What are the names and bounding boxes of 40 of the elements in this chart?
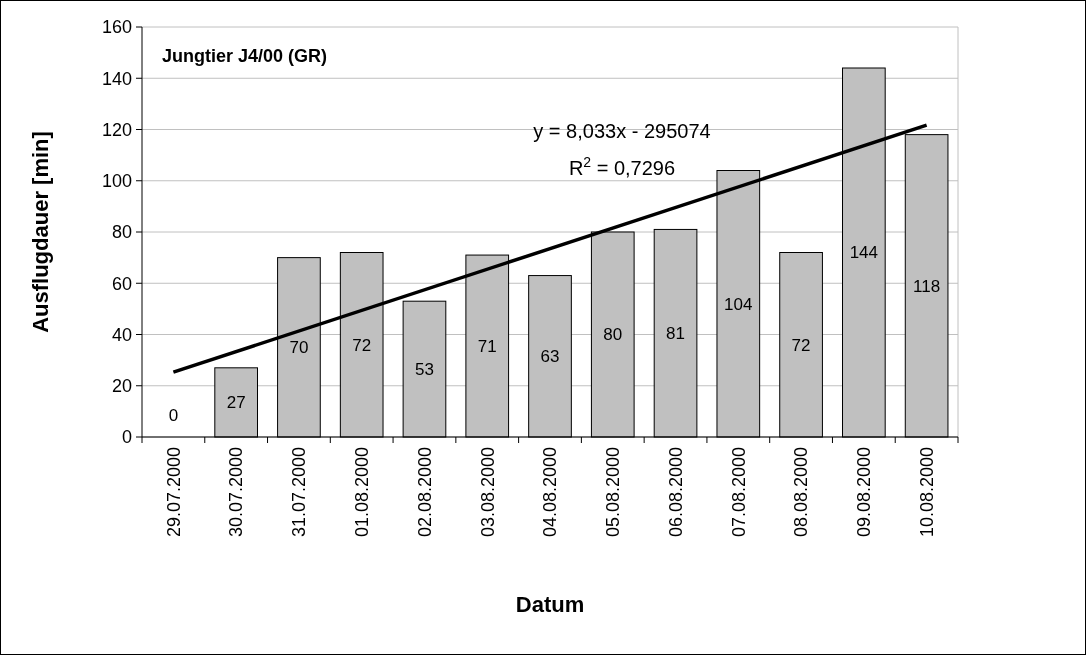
x-tick-label: 09.08.2000 <box>854 447 875 538</box>
y-tick-label: 140 <box>101 68 132 89</box>
x-tick-label: 30.07.2000 <box>226 447 247 538</box>
y-tick-label: 0 <box>121 427 132 448</box>
y-tick-label: 40 <box>111 324 132 345</box>
data-label: 63 <box>540 347 560 367</box>
y-tick-label: 100 <box>101 171 132 192</box>
data-label: 144 <box>849 243 879 263</box>
y-tick-label: 80 <box>111 222 132 243</box>
x-tick-label: 10.08.2000 <box>916 447 937 538</box>
data-label: 53 <box>415 360 434 380</box>
data-label: 0 <box>168 405 179 425</box>
x-tick-label: 31.07.2000 <box>289 447 310 538</box>
data-label: 72 <box>791 335 811 355</box>
y-tick-label: 160 <box>101 17 132 38</box>
y-tick-label: 60 <box>111 273 132 294</box>
x-tick-label: 03.08.2000 <box>477 447 498 538</box>
text: Jungtier J4/00 (GR) <box>162 46 328 66</box>
data-label: 81 <box>666 324 685 344</box>
x-tick-label: 01.08.2000 <box>351 447 372 538</box>
y-axis-title: Ausflugdauer [min] <box>28 131 53 333</box>
x-tick-label: 04.08.2000 <box>540 447 561 538</box>
x-tick-label: 06.08.2000 <box>665 447 686 538</box>
y-tick-label: 20 <box>111 376 132 397</box>
data-label: 71 <box>477 336 497 356</box>
x-tick-label: 02.08.2000 <box>414 447 435 538</box>
x-tick-label: 08.08.2000 <box>791 447 812 538</box>
x-tick-label: 29.07.2000 <box>163 447 184 538</box>
y-tick-label: 120 <box>101 119 132 140</box>
data-label: 70 <box>289 338 309 358</box>
data-label: 118 <box>913 276 941 296</box>
x-axis-title: Datum <box>515 592 585 617</box>
data-label: 27 <box>226 393 246 413</box>
annotation: y = 8,033x - 295074 <box>533 120 711 142</box>
x-tick-label: 07.08.2000 <box>728 447 749 538</box>
data-label: 72 <box>352 335 372 355</box>
annotation: R$^{2}$ = 0,7296 <box>568 154 676 179</box>
x-tick-label: 05.08.2000 <box>603 447 624 538</box>
data-label: 80 <box>603 325 623 345</box>
data-label: 104 <box>724 294 753 314</box>
